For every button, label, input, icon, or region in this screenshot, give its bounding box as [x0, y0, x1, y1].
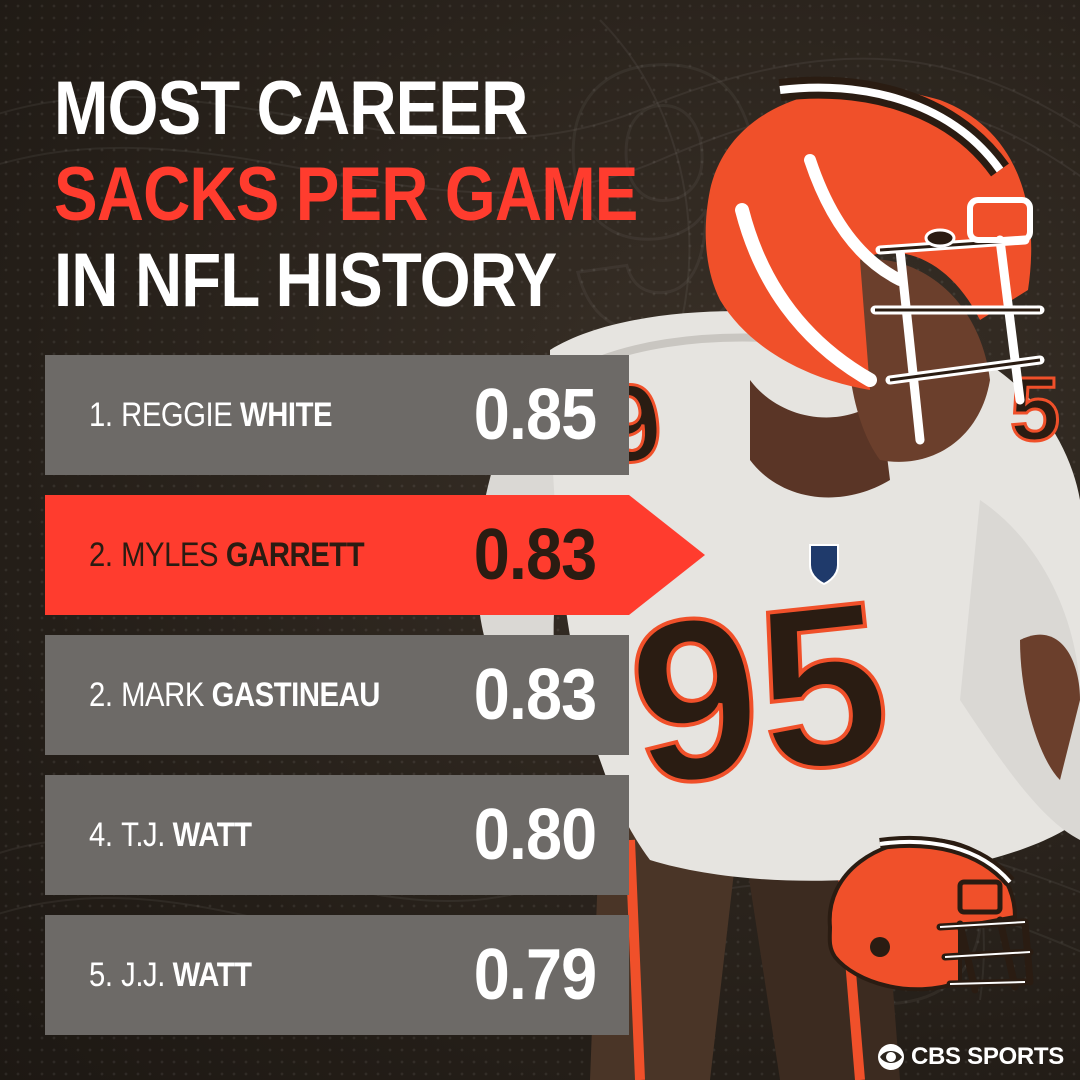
- player-name: 5. J.J. WATT: [89, 915, 252, 1035]
- sacks-per-game-value: 0.79: [473, 935, 597, 1015]
- player-last-name: WATT: [172, 815, 252, 854]
- player-first-name: T.J.: [121, 815, 165, 854]
- ranking-row-3: 2. MARK GASTINEAU 0.83: [45, 635, 629, 755]
- ranking-row-1: 1. REGGIE WHITE 0.85: [45, 355, 629, 475]
- cbs-sports-brand: CBS SPORTS: [877, 1042, 1064, 1072]
- headline-line-1: MOST CAREER: [54, 66, 528, 151]
- player-first-name: MARK: [121, 675, 204, 714]
- sacks-per-game-value: 0.83: [473, 655, 597, 735]
- player-last-name: GARRETT: [225, 535, 365, 574]
- player-last-name: GASTINEAU: [211, 675, 381, 714]
- rank-number: 2.: [89, 535, 113, 574]
- browns-helmet-icon: [827, 835, 1034, 994]
- rank-number: 5.: [89, 955, 113, 994]
- sacks-per-game-value: 0.80: [473, 795, 597, 875]
- brand-name: CBS SPORTS: [910, 1043, 1064, 1070]
- player-last-name: WATT: [172, 955, 252, 994]
- ranking-row-4: 4. T.J. WATT 0.80: [45, 775, 629, 895]
- ranking-row-5: 5. J.J. WATT 0.79: [45, 915, 629, 1035]
- player-name: 1. REGGIE WHITE: [89, 355, 333, 475]
- cbs-eye-icon: [877, 1044, 904, 1070]
- rank-number: 2.: [89, 675, 113, 714]
- ranking-row-2-highlighted: 2. MYLES GARRETT 0.83: [45, 495, 705, 615]
- player-first-name: J.J.: [121, 955, 165, 994]
- player-first-name: MYLES: [121, 535, 219, 574]
- sacks-per-game-value: 0.85: [473, 375, 597, 455]
- player-last-name: WHITE: [240, 395, 333, 434]
- player-name: 2. MYLES GARRETT: [89, 495, 365, 615]
- player-first-name: REGGIE: [121, 395, 233, 434]
- headline: MOST CAREER SACKS PER GAME IN NFL HISTOR…: [54, 66, 654, 324]
- player-name: 2. MARK GASTINEAU: [89, 635, 380, 755]
- sacks-per-game-value: 0.83: [473, 515, 597, 595]
- player-name: 4. T.J. WATT: [89, 775, 252, 895]
- rank-number: 1.: [89, 395, 113, 434]
- headline-line-2: SACKS PER GAME: [54, 152, 638, 237]
- headline-line-3: IN NFL HISTORY: [54, 238, 557, 323]
- rank-number: 4.: [89, 815, 113, 854]
